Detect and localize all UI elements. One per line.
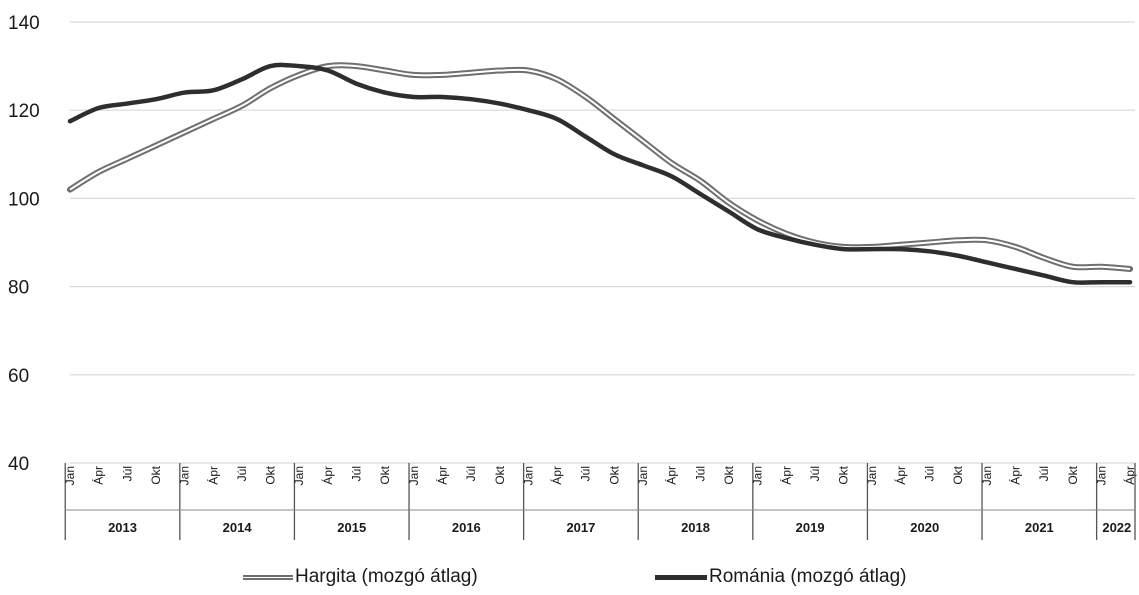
- x-tick-label-2019-Júl: Júl: [808, 466, 822, 481]
- x-tick-label-2018-Ápr: Ápr: [664, 466, 679, 485]
- x-tick-label-2015-Ápr: Ápr: [320, 466, 335, 485]
- x-tick-label-2020-Okt: Okt: [951, 465, 965, 484]
- x-tick-label-2014-Okt: Okt: [264, 465, 278, 484]
- y-tick-label-140: 140: [8, 13, 40, 34]
- year-label-2020: 2020: [910, 520, 939, 535]
- legend-label-hargita: Hargita (mozgó átlag): [295, 566, 478, 587]
- x-tick-label-2013-Ápr: Ápr: [91, 466, 106, 485]
- x-tick-label-2013-Jan: Jan: [63, 466, 77, 485]
- y-tick-label-40: 40: [8, 454, 29, 475]
- x-tick-label-2021-Okt: Okt: [1066, 465, 1080, 484]
- x-tick-label-2016-Júl: Júl: [464, 466, 478, 481]
- x-tick-label-2014-Ápr: Ápr: [205, 466, 220, 485]
- x-axis: 2013 Jan Ápr Júl Okt 2014 Jan Ápr Júl Okt 2015 Jan Á…: [63, 463, 1137, 540]
- x-tick-label-2018-Júl: Júl: [693, 466, 707, 481]
- x-tick-label-2018-Okt: Okt: [722, 465, 736, 484]
- legend-item-romania: Románia (mozgó átlag): [655, 566, 906, 588]
- x-tick-label-2017-Okt: Okt: [607, 465, 621, 484]
- x-tick-label-2014-Jan: Jan: [178, 466, 192, 485]
- x-tick-label-2013-Júl: Júl: [120, 466, 134, 481]
- y-tick-label-120: 120: [8, 101, 40, 122]
- y-axis-ticks: 40 60 80 100 120 140: [8, 13, 40, 475]
- x-tick-label-2016-Okt: Okt: [493, 465, 507, 484]
- x-tick-label-2013-Okt: Okt: [149, 465, 163, 484]
- y-tick-label-100: 100: [8, 189, 40, 210]
- legend-swatch-hargita: [243, 574, 293, 580]
- series-line-hargita: [67, 62, 1134, 272]
- year-label-2016: 2016: [452, 520, 481, 535]
- series-line-romania: [67, 62, 1133, 285]
- legend-swatch-romania: [655, 574, 707, 580]
- x-tick-label-2021-Jan: Jan: [980, 466, 994, 485]
- x-tick-label-2022-Ápr: Ápr: [1122, 466, 1137, 485]
- year-label-2021: 2021: [1025, 520, 1054, 535]
- x-tick-label-2016-Jan: Jan: [407, 466, 421, 485]
- x-tick-label-2018-Jan: Jan: [636, 466, 650, 485]
- year-label-2014: 2014: [223, 520, 253, 535]
- legend-label-romania: Románia (mozgó átlag): [709, 566, 907, 587]
- x-tick-label-2015-Jan: Jan: [292, 466, 306, 485]
- x-tick-label-2017-Jan: Jan: [521, 466, 535, 485]
- x-tick-label-2014-Júl: Júl: [235, 466, 249, 481]
- x-tick-label-2017-Júl: Júl: [579, 466, 593, 481]
- x-tick-label-2017-Ápr: Ápr: [549, 466, 564, 485]
- y-tick-label-60: 60: [8, 366, 29, 387]
- x-tick-label-2020-Ápr: Ápr: [893, 466, 908, 485]
- year-label-2013: 2013: [108, 520, 137, 535]
- x-tick-label-2020-Júl: Júl: [923, 466, 937, 481]
- x-tick-label-2022-Jan: Jan: [1094, 466, 1108, 485]
- year-label-2019: 2019: [796, 520, 825, 535]
- x-tick-label-2016-Ápr: Ápr: [434, 466, 449, 485]
- x-tick-label-2019-Ápr: Ápr: [778, 466, 793, 485]
- series-line-inner-hargita: [69, 64, 1131, 270]
- series-lines: [67, 62, 1134, 285]
- x-tick-label-2021-Júl: Júl: [1037, 466, 1051, 481]
- x-tick-label-2021-Ápr: Ápr: [1007, 466, 1022, 485]
- x-tick-label-2015-Okt: Okt: [378, 465, 392, 484]
- y-tick-label-80: 80: [8, 278, 29, 299]
- x-tick-label-2020-Jan: Jan: [865, 466, 879, 485]
- x-tick-label-2019-Jan: Jan: [751, 466, 765, 485]
- x-tick-label-2015-Júl: Júl: [350, 466, 364, 481]
- x-tick-label-2019-Okt: Okt: [837, 465, 851, 484]
- legend-item-hargita: Hargita (mozgó átlag): [243, 566, 478, 588]
- year-label-2022: 2022: [1102, 520, 1131, 535]
- year-label-2015: 2015: [337, 520, 366, 535]
- year-label-2018: 2018: [681, 520, 710, 535]
- year-label-2017: 2017: [566, 520, 595, 535]
